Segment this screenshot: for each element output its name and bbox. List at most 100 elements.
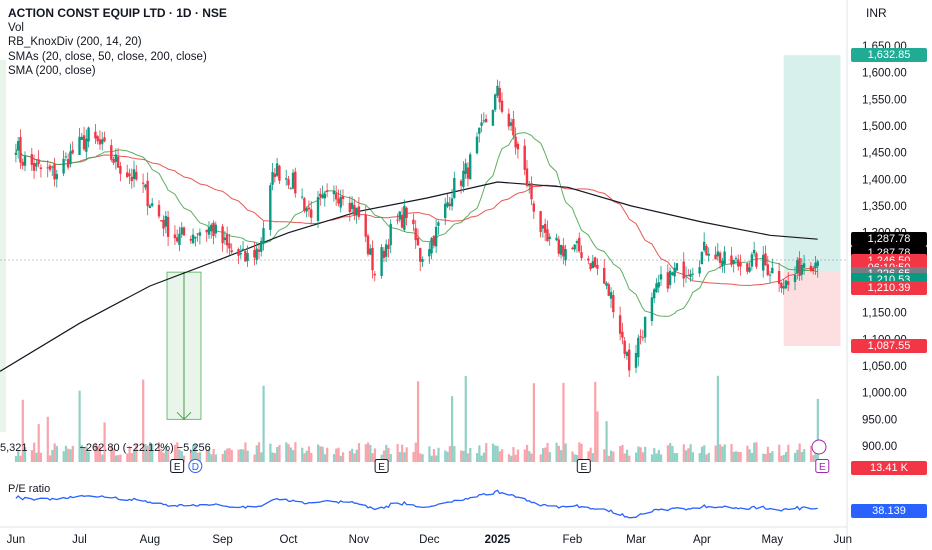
candle-body xyxy=(621,331,624,338)
volume-bar xyxy=(485,443,488,462)
volume-bar xyxy=(239,449,242,462)
volume-bar xyxy=(705,454,708,462)
candle-body xyxy=(548,236,551,240)
volume-bar xyxy=(382,450,386,462)
volume-bar xyxy=(164,445,168,462)
candle-body xyxy=(212,222,215,237)
legend-knoxdiv[interactable]: RB_KnoxDiv (200, 14, 20) xyxy=(8,36,142,48)
volume-bar xyxy=(278,444,281,462)
candle-body xyxy=(811,267,815,272)
candle-body xyxy=(755,253,758,267)
volume-bar xyxy=(317,444,320,462)
candle-body xyxy=(21,161,24,166)
candle-body xyxy=(528,185,531,187)
volume-bar xyxy=(33,442,36,462)
volume-bar xyxy=(564,443,567,462)
dividend-marker xyxy=(188,459,203,473)
legend-vol[interactable]: Vol xyxy=(8,21,24,34)
candle-body xyxy=(350,202,354,210)
candle-body xyxy=(271,172,274,185)
volume-bar xyxy=(257,442,261,462)
earnings-marker xyxy=(374,459,389,473)
volume-bar xyxy=(223,450,227,462)
volume-bar xyxy=(769,452,772,462)
volume-bar xyxy=(750,452,754,462)
candle-body xyxy=(498,88,501,103)
legend-sma200[interactable]: SMA (200, close) xyxy=(8,65,96,77)
volume-bar xyxy=(119,454,122,462)
candle-body xyxy=(734,258,738,260)
chart-legend: ACTION CONST EQUIP LTD · 1D · NSE Vol RB… xyxy=(8,6,227,79)
volume-bar xyxy=(578,442,581,462)
candle-body xyxy=(130,176,133,182)
candle-body xyxy=(557,239,560,254)
candle-body xyxy=(816,261,819,267)
volume-bar xyxy=(48,455,52,462)
volume-bar xyxy=(541,448,545,462)
volume-bar xyxy=(396,443,399,462)
candle-body xyxy=(462,170,465,188)
volume-bar xyxy=(641,452,645,462)
volume-bar xyxy=(144,444,147,462)
x-tick-label: May xyxy=(761,534,783,546)
volume-bar xyxy=(414,442,417,462)
volume-bar xyxy=(494,445,497,462)
sma20-line xyxy=(15,132,818,317)
volume-bar xyxy=(276,447,279,462)
candle-body xyxy=(564,249,567,261)
candle-body xyxy=(101,139,104,144)
volume-readout: 5,321 −262.80 (−22.12%) −5,256 xyxy=(0,442,211,454)
volume-bar xyxy=(353,453,356,462)
candle-body xyxy=(702,241,706,251)
candle-body xyxy=(46,167,49,169)
volume-bar xyxy=(253,454,256,462)
volume-bar xyxy=(207,448,211,462)
event-marker-label: E xyxy=(580,462,587,473)
candle-body xyxy=(609,292,613,299)
candle-body xyxy=(798,258,801,277)
legend-smas[interactable]: SMAs (20, close, 50, close, 200, close) xyxy=(8,50,207,63)
volume-bar xyxy=(587,451,590,462)
candle-body xyxy=(150,203,154,206)
volume-bar xyxy=(80,445,83,462)
candle-body xyxy=(255,248,258,261)
volume-bar xyxy=(784,452,788,462)
volume-bar xyxy=(189,451,193,462)
x-tick-label: Jun xyxy=(833,534,852,546)
candle-body xyxy=(30,154,34,165)
volume-bar xyxy=(462,450,465,462)
volume-bar xyxy=(62,451,65,462)
volume-bar xyxy=(707,452,710,462)
candle-body xyxy=(514,136,517,148)
candle-body xyxy=(210,224,213,232)
candle-body xyxy=(571,247,574,249)
volume-bar xyxy=(30,450,34,462)
candle-body xyxy=(421,259,424,262)
volume-bar xyxy=(580,443,583,462)
candle-body xyxy=(339,196,342,208)
volume-bar xyxy=(130,453,133,462)
currency-label[interactable]: INR xyxy=(866,6,887,20)
volume-bar xyxy=(287,444,290,462)
volume-bar xyxy=(623,453,626,462)
candle-body xyxy=(225,234,229,246)
candle-body xyxy=(723,251,726,265)
volume-bar xyxy=(176,442,179,462)
volume-bar xyxy=(94,442,97,462)
candle-body xyxy=(260,240,263,252)
x-tick-label: Jul xyxy=(72,534,87,546)
volume-bar xyxy=(714,445,717,462)
volume-bar xyxy=(803,449,806,462)
candle-body xyxy=(35,163,38,167)
volume-bar xyxy=(142,379,145,462)
candle-body xyxy=(223,237,227,241)
x-tick-label: Feb xyxy=(563,534,583,546)
volume-bar xyxy=(112,448,115,462)
pe-ratio-line xyxy=(15,489,818,519)
volume-bar xyxy=(562,382,565,462)
candle-body xyxy=(157,204,161,217)
volume-readout-change: −262.80 (−22.12%) xyxy=(79,442,174,454)
candle-body xyxy=(573,244,576,250)
price-tag: 1,632.85 xyxy=(851,48,927,63)
